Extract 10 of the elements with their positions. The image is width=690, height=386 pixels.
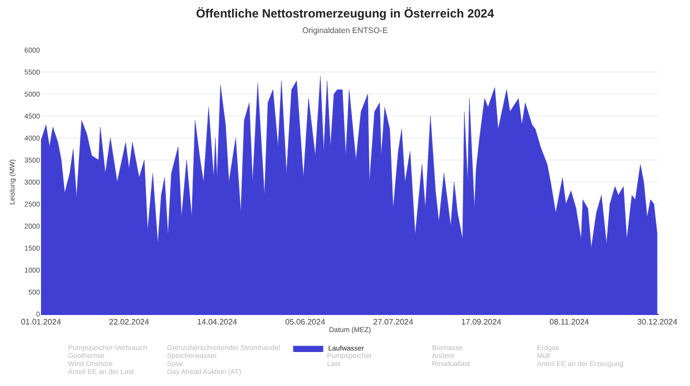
x-tick-label: 14.04.2024: [197, 318, 238, 327]
x-tick-label: 17.09.2024: [461, 318, 502, 327]
chart-title: Öffentliche Nettostromerzeugung in Österreich 2024: [196, 6, 494, 20]
x-tick-label: 27.07.2024: [373, 318, 414, 327]
x-tick-label: 08.11.2024: [550, 318, 590, 327]
x-tick-label: 01.01.2024: [20, 318, 62, 327]
x-tick-label: 30.12.2024: [637, 318, 678, 327]
x-tick-label: 05.06.2024: [285, 318, 326, 327]
chart-subtitle: Originaldaten ENTSO-E: [302, 26, 388, 35]
x-tick-label: 22.02.2024: [109, 318, 150, 327]
